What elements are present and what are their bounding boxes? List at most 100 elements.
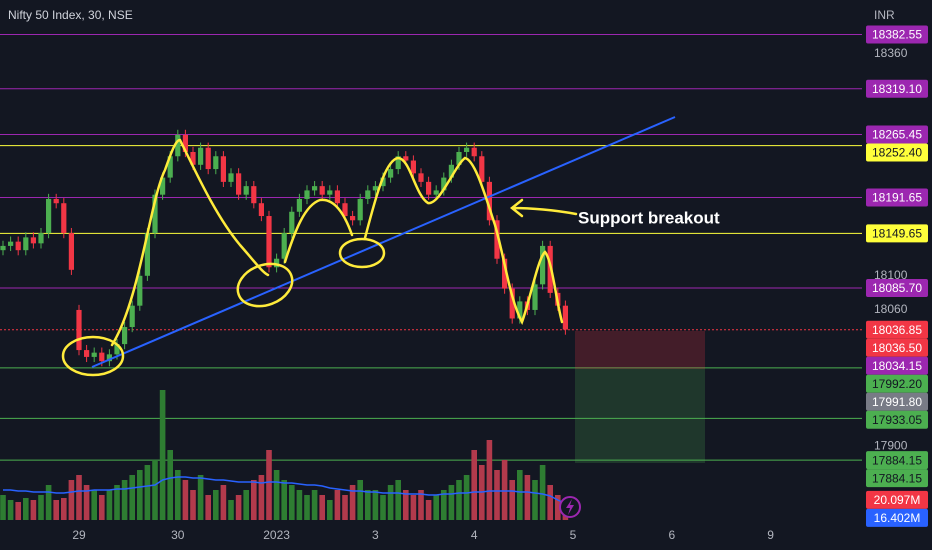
candle-body xyxy=(388,169,394,178)
candle-body xyxy=(106,354,112,362)
volume-bar xyxy=(258,475,265,520)
candle-body xyxy=(395,156,401,170)
y-tick-label: 18100 xyxy=(874,268,908,282)
price-label: 18085.70 xyxy=(872,281,922,295)
candle-body xyxy=(517,301,523,319)
candle-body xyxy=(84,350,90,357)
candle-body xyxy=(562,305,568,330)
volume-bar xyxy=(296,490,303,520)
volume-bar xyxy=(197,475,204,520)
candle-body xyxy=(152,194,158,234)
icon-bolt[interactable] xyxy=(566,499,574,515)
candle-body xyxy=(410,160,416,174)
volume-bar xyxy=(182,480,189,520)
volume-bar xyxy=(99,495,105,520)
price-label-box xyxy=(866,320,928,339)
volume-bar xyxy=(38,495,44,520)
volume-bar xyxy=(121,480,128,520)
candle-body xyxy=(213,156,219,170)
path-mark xyxy=(110,138,270,347)
alert-icon[interactable] xyxy=(559,496,581,518)
price-label-box xyxy=(866,490,928,509)
candle-body xyxy=(365,190,371,199)
volume-bar xyxy=(251,480,257,520)
price-label-box xyxy=(866,508,928,527)
volume-bar xyxy=(7,500,14,520)
volume-bar xyxy=(45,485,52,520)
y-tick-label: 18060 xyxy=(874,302,908,316)
candle-body xyxy=(433,190,439,195)
x-tick-label: 2023 xyxy=(263,528,290,542)
volume-bar xyxy=(23,498,29,520)
volume-bar xyxy=(494,470,500,520)
candle-body xyxy=(236,173,242,195)
candle-body xyxy=(334,190,340,204)
candle-body xyxy=(46,198,52,234)
price-label: 17933.05 xyxy=(872,413,922,427)
volume-bar xyxy=(114,485,120,520)
candle-body xyxy=(91,352,97,357)
volume-bar xyxy=(456,480,462,520)
volume-bar xyxy=(159,390,166,520)
stop-zone xyxy=(575,331,705,369)
x-tick-label: 4 xyxy=(471,528,478,542)
candle-body xyxy=(137,275,143,306)
candle-body xyxy=(274,258,280,268)
candle-body xyxy=(418,173,424,182)
candle-body xyxy=(228,173,234,182)
candle-body xyxy=(441,177,447,191)
x-tick-label: 30 xyxy=(171,528,185,542)
volume-bar xyxy=(83,485,90,520)
volume-bar xyxy=(0,495,6,520)
candle-body xyxy=(289,211,295,234)
candle-body xyxy=(167,156,173,178)
volume-bar xyxy=(304,495,310,520)
price-label-box xyxy=(866,451,928,470)
volume-bar xyxy=(144,465,151,520)
candle-body xyxy=(342,203,348,217)
freehand-drawing xyxy=(61,138,578,377)
x-tick-label: 9 xyxy=(767,528,774,542)
price-label-box xyxy=(866,410,928,429)
price-label-box xyxy=(866,356,928,375)
circle-mark xyxy=(61,335,125,377)
volume-bar xyxy=(213,490,219,520)
candle-body xyxy=(312,186,318,191)
price-labels: 18382.55 18319.10 18265.45 18252.40 18191.65… xyxy=(866,25,928,527)
candle-body xyxy=(129,305,135,328)
volume-bar xyxy=(342,495,348,520)
candle-body xyxy=(15,241,21,251)
candle-body xyxy=(266,216,272,268)
x-tick-label: 3 xyxy=(372,528,379,542)
price-label: 18036.50 xyxy=(872,341,922,355)
candle-body xyxy=(403,156,409,161)
price-label-box xyxy=(866,188,928,207)
volume-bar xyxy=(190,490,196,520)
candle-body xyxy=(53,198,59,204)
candle-body xyxy=(23,237,29,251)
volume-bar xyxy=(448,485,455,520)
candle-body xyxy=(251,186,257,204)
candles xyxy=(0,129,568,367)
price-label: 18034.15 xyxy=(872,359,922,373)
y-tick-label: 17900 xyxy=(874,439,908,453)
volume-bar xyxy=(418,490,424,520)
volume-bar xyxy=(441,490,447,520)
price-label-box xyxy=(866,279,928,298)
volume-bar xyxy=(365,490,371,520)
level-lines xyxy=(0,34,862,461)
price-label: 18191.65 xyxy=(872,191,922,205)
path-mark xyxy=(363,156,564,326)
price-label-box xyxy=(866,125,928,144)
price-label-box xyxy=(866,143,928,162)
candle-body xyxy=(8,241,14,246)
volume-bar xyxy=(539,465,546,520)
x-tick-label: 5 xyxy=(570,528,577,542)
candle-body xyxy=(486,181,492,221)
volume-bar xyxy=(517,470,523,520)
circle-mark xyxy=(338,237,386,269)
candle-body xyxy=(448,164,454,178)
chart-title: Nifty 50 Index, 30, NSE xyxy=(8,8,133,22)
